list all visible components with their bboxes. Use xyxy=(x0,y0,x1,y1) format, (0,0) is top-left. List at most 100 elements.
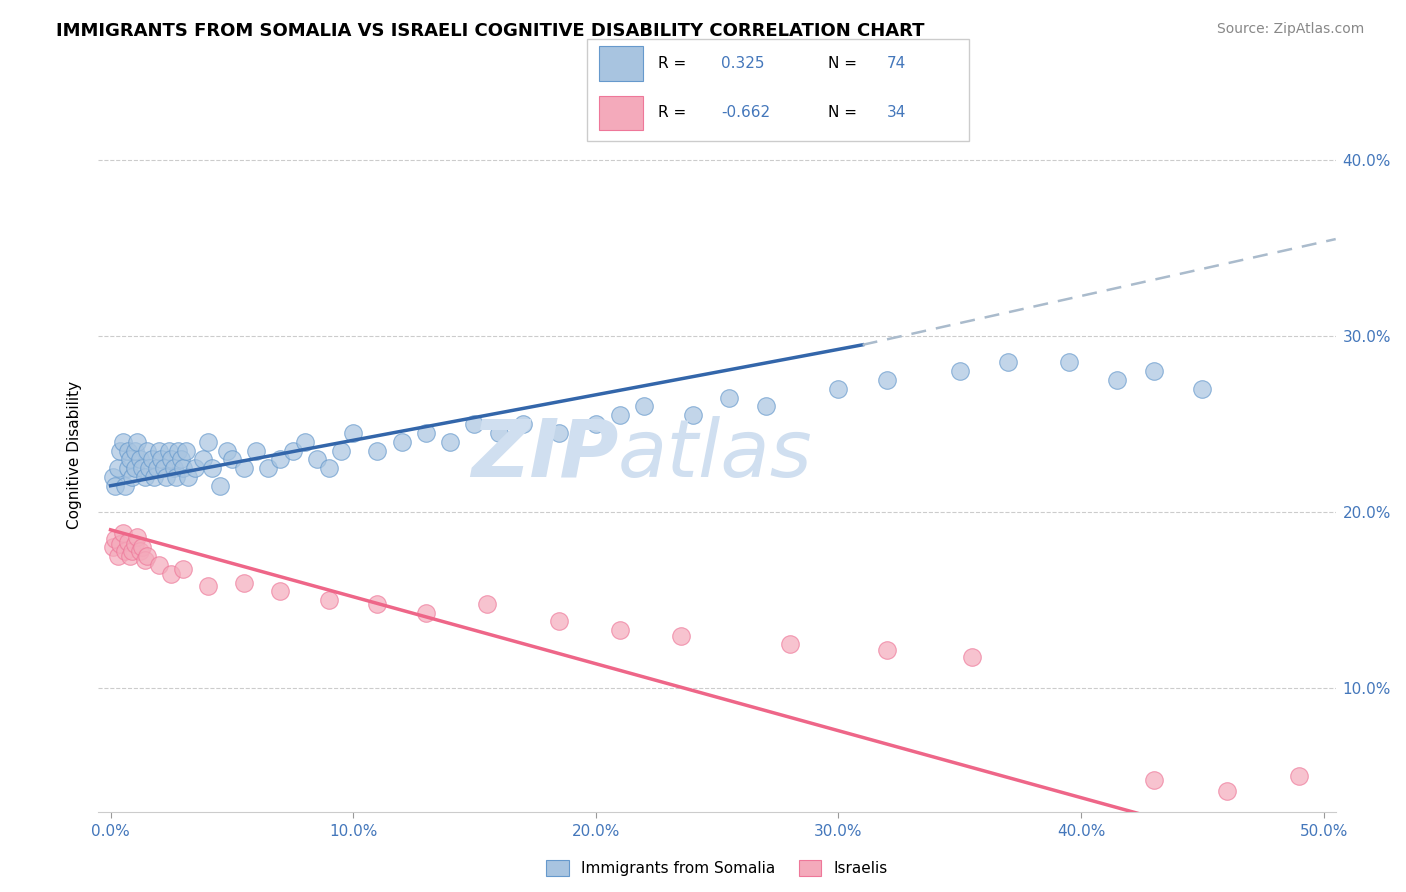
Point xyxy=(305,452,328,467)
Point xyxy=(110,537,132,551)
Point xyxy=(107,461,129,475)
Point xyxy=(127,530,149,544)
Point xyxy=(148,558,170,572)
Point xyxy=(439,434,461,449)
Point xyxy=(233,461,256,475)
Point xyxy=(141,452,163,467)
Point xyxy=(197,434,219,449)
Point xyxy=(131,541,153,555)
Point xyxy=(117,535,139,549)
Point xyxy=(294,434,316,449)
Point xyxy=(1143,364,1166,378)
Point xyxy=(512,417,534,431)
Point xyxy=(1057,355,1080,369)
Point xyxy=(174,443,197,458)
Point xyxy=(208,479,231,493)
Point xyxy=(148,443,170,458)
Point xyxy=(755,400,778,414)
Point xyxy=(682,409,704,423)
Point xyxy=(391,434,413,449)
Point xyxy=(215,443,238,458)
Point xyxy=(184,461,207,475)
Text: IMMIGRANTS FROM SOMALIA VS ISRAELI COGNITIVE DISABILITY CORRELATION CHART: IMMIGRANTS FROM SOMALIA VS ISRAELI COGNI… xyxy=(56,22,925,40)
Text: R =: R = xyxy=(658,56,686,71)
Point xyxy=(1288,769,1310,783)
Text: N =: N = xyxy=(828,105,856,120)
Point xyxy=(415,606,437,620)
Point xyxy=(111,434,134,449)
Point xyxy=(221,452,243,467)
Point xyxy=(134,470,156,484)
Point xyxy=(475,597,498,611)
Point xyxy=(548,615,571,629)
Point xyxy=(366,443,388,458)
Point xyxy=(718,391,741,405)
Point xyxy=(145,461,167,475)
Point xyxy=(585,417,607,431)
Point xyxy=(1191,382,1213,396)
Point xyxy=(136,549,159,564)
Point xyxy=(172,461,194,475)
Text: 0.325: 0.325 xyxy=(721,56,765,71)
Point xyxy=(827,382,849,396)
Point xyxy=(281,443,304,458)
Point xyxy=(366,597,388,611)
Point xyxy=(128,452,150,467)
Point xyxy=(110,443,132,458)
Point xyxy=(997,355,1019,369)
Legend: Immigrants from Somalia, Israelis: Immigrants from Somalia, Israelis xyxy=(540,855,894,882)
Point xyxy=(609,624,631,638)
Point xyxy=(172,561,194,575)
Point xyxy=(609,409,631,423)
Text: 34: 34 xyxy=(887,105,905,120)
Point xyxy=(876,642,898,657)
Point xyxy=(257,461,280,475)
Point xyxy=(128,544,150,558)
Point xyxy=(463,417,485,431)
Point xyxy=(136,443,159,458)
Point xyxy=(121,544,143,558)
Text: R =: R = xyxy=(658,105,686,120)
Point xyxy=(160,566,183,581)
Point xyxy=(124,443,146,458)
Point xyxy=(779,637,801,651)
FancyBboxPatch shape xyxy=(599,95,643,130)
Point xyxy=(197,579,219,593)
Point xyxy=(104,532,127,546)
Point xyxy=(134,553,156,567)
Point xyxy=(488,425,510,440)
Point xyxy=(117,461,139,475)
Y-axis label: Cognitive Disability: Cognitive Disability xyxy=(67,381,83,529)
Point xyxy=(170,452,193,467)
Point xyxy=(118,452,141,467)
Point xyxy=(118,549,141,564)
Point xyxy=(165,470,187,484)
Point xyxy=(117,443,139,458)
Point xyxy=(101,470,124,484)
Point xyxy=(114,544,136,558)
Point xyxy=(669,628,692,642)
Point xyxy=(104,479,127,493)
Point xyxy=(143,470,166,484)
Point xyxy=(1107,373,1129,387)
Point xyxy=(1143,772,1166,787)
Text: ZIP: ZIP xyxy=(471,416,619,494)
Point xyxy=(111,526,134,541)
Point xyxy=(245,443,267,458)
Point xyxy=(960,649,983,664)
Point xyxy=(342,425,364,440)
FancyBboxPatch shape xyxy=(599,46,643,80)
Point xyxy=(138,461,160,475)
Point xyxy=(150,452,173,467)
Text: 74: 74 xyxy=(887,56,905,71)
Point xyxy=(949,364,972,378)
Point xyxy=(633,400,655,414)
Point xyxy=(155,470,177,484)
Point xyxy=(177,470,200,484)
Point xyxy=(233,575,256,590)
FancyBboxPatch shape xyxy=(588,39,969,141)
Point xyxy=(191,452,214,467)
Point xyxy=(153,461,176,475)
Point xyxy=(415,425,437,440)
Point xyxy=(101,541,124,555)
